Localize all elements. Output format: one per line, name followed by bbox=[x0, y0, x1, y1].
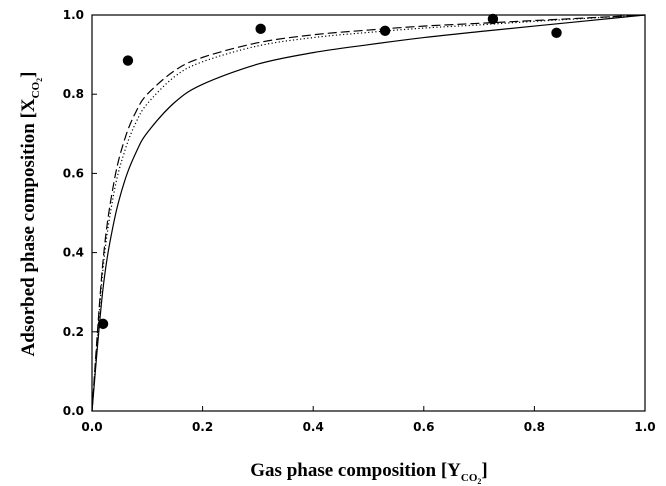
x-tick-label: 0.0 bbox=[81, 420, 102, 434]
data-point bbox=[487, 13, 499, 25]
dotted-model-curve bbox=[91, 14, 646, 412]
x-tick-label: 1.0 bbox=[634, 420, 655, 434]
y-tick-label: 1.0 bbox=[63, 8, 84, 22]
y-tick-label: 0.2 bbox=[63, 325, 84, 339]
data-point bbox=[255, 23, 266, 35]
x-axis-title: Gas phase composition [YCO2] bbox=[250, 460, 487, 486]
dashed-model-curve bbox=[91, 14, 646, 412]
x-tick-label: 0.8 bbox=[524, 420, 545, 434]
marker-layer bbox=[97, 13, 562, 330]
plot-frame bbox=[91, 14, 646, 412]
data-point bbox=[551, 27, 562, 39]
solid-model-curve bbox=[91, 14, 646, 412]
data-point bbox=[97, 318, 109, 330]
x-tick-label: 0.2 bbox=[192, 420, 213, 434]
y-tick-label: 0.4 bbox=[63, 246, 84, 260]
data-point bbox=[122, 55, 134, 66]
y-tick-label: 0.0 bbox=[63, 404, 84, 418]
curve-layer bbox=[91, 14, 646, 412]
x-axis-ticks: 0.0 0.2 0.4 0.6 0.8 1.0 bbox=[81, 406, 656, 434]
y-axis-title: Adsorbed phase composition [XCO2] bbox=[18, 72, 44, 357]
y-tick-label: 0.6 bbox=[63, 166, 84, 180]
y-tick-label: 0.8 bbox=[63, 87, 84, 101]
data-point bbox=[379, 25, 391, 37]
x-tick-label: 0.4 bbox=[303, 420, 324, 434]
x-tick-label: 0.6 bbox=[413, 420, 434, 434]
y-axis-ticks: 0.0 0.2 0.4 0.6 0.8 1.0 bbox=[63, 8, 97, 418]
